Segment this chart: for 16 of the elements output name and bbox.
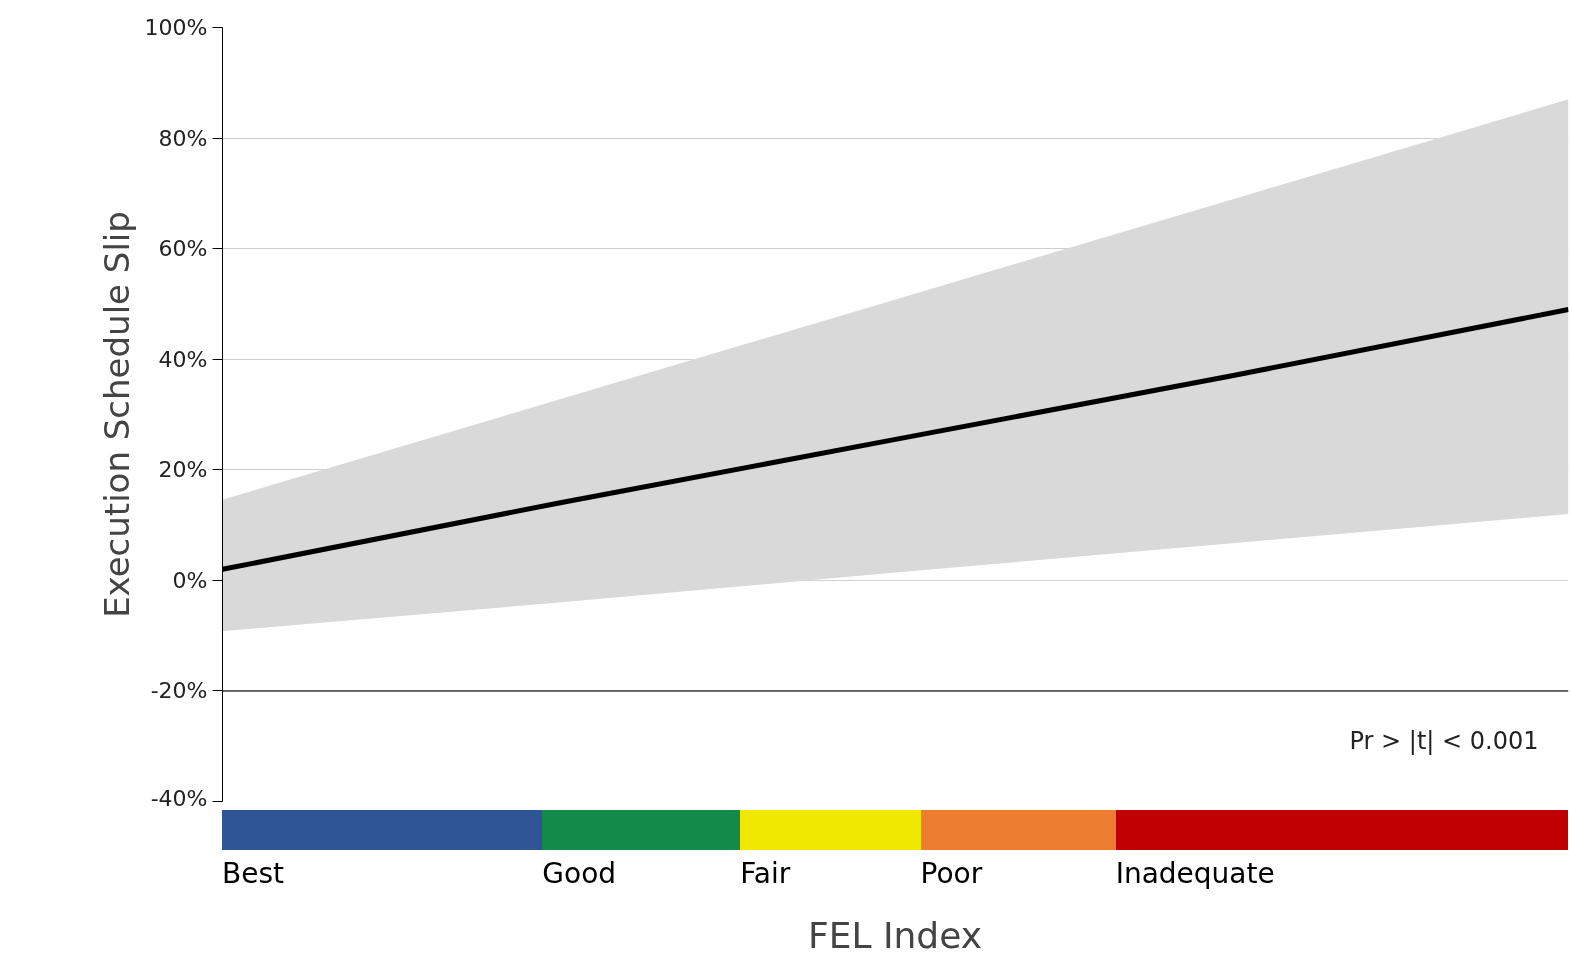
y-tick-label: -20% bbox=[150, 678, 208, 704]
x-axis-title: FEL Index bbox=[806, 914, 984, 956]
text: Good bbox=[542, 856, 617, 892]
text: Best bbox=[222, 856, 285, 892]
y-tick-label: 40% bbox=[158, 346, 208, 372]
y-tick-label: 80% bbox=[158, 125, 208, 151]
y-tick-label: -40% bbox=[150, 785, 208, 811]
y-tick-label: 60% bbox=[158, 236, 208, 262]
y-tick-label: 100% bbox=[144, 15, 208, 40]
text: Poor bbox=[920, 856, 983, 892]
y-tick-label: 0% bbox=[172, 567, 208, 593]
y-axis-title: Execution Schedule Slip bbox=[96, 211, 137, 618]
annotation: Pr > |t| < 0.001 bbox=[1349, 727, 1539, 756]
text: Fair bbox=[740, 856, 791, 892]
text: Inadequate bbox=[1115, 856, 1275, 892]
y-tick-label: 20% bbox=[158, 457, 208, 483]
